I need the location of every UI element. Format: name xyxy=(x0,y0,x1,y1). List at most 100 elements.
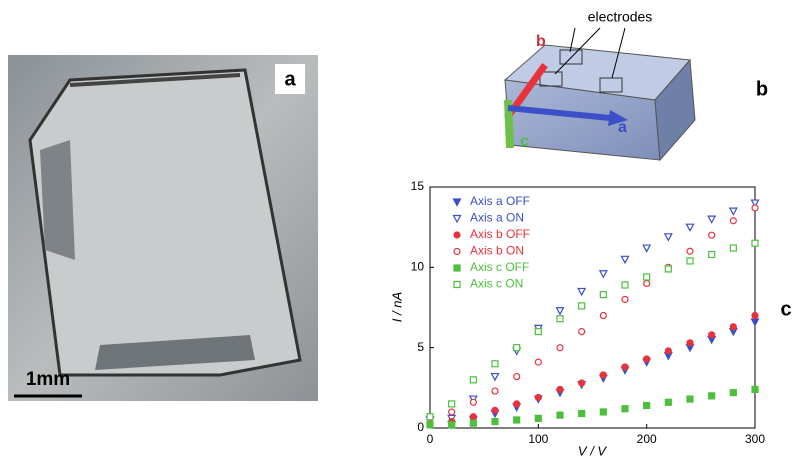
data-point xyxy=(752,313,758,319)
electrodes-label: electrodes xyxy=(588,9,653,25)
data-point xyxy=(687,396,693,402)
data-point xyxy=(449,422,455,428)
data-point xyxy=(557,386,563,392)
data-point xyxy=(687,340,693,346)
data-point xyxy=(600,372,606,378)
data-point xyxy=(730,208,737,215)
legend-label: Axis a ON xyxy=(470,211,524,225)
x-tick-label: 100 xyxy=(528,432,548,446)
x-axis-label: V / V xyxy=(578,443,608,458)
x-tick-label: 0 xyxy=(427,432,434,446)
data-point xyxy=(752,205,758,211)
data-point xyxy=(557,308,564,315)
data-point xyxy=(644,274,650,280)
data-point xyxy=(535,415,541,421)
data-point xyxy=(492,361,498,367)
data-point xyxy=(644,356,650,362)
data-point xyxy=(730,324,736,330)
data-point xyxy=(622,364,628,370)
legend-marker xyxy=(454,265,460,271)
data-point xyxy=(470,377,476,383)
diagram: electrodes b c a b xyxy=(505,9,768,160)
data-point xyxy=(665,234,672,241)
axis-label: b xyxy=(536,33,546,50)
y-tick-label: 10 xyxy=(411,260,425,274)
data-point xyxy=(687,248,693,254)
data-point xyxy=(709,393,715,399)
data-point xyxy=(557,345,563,351)
scale-bar-label: 1mm xyxy=(26,369,70,390)
data-point xyxy=(492,407,498,413)
legend-marker xyxy=(454,232,460,238)
data-point xyxy=(470,399,476,405)
panel-label: c xyxy=(780,298,791,320)
data-point xyxy=(514,417,520,423)
data-point xyxy=(622,256,629,263)
data-point xyxy=(730,390,736,396)
data-point xyxy=(514,401,520,407)
data-point xyxy=(644,403,650,409)
legend-label: Axis c OFF xyxy=(470,260,529,274)
y-tick-label: 5 xyxy=(417,340,424,354)
legend-label: Axis b OFF xyxy=(470,227,530,241)
data-point xyxy=(492,388,498,394)
data-point xyxy=(427,422,433,428)
data-point xyxy=(643,245,650,252)
data-point xyxy=(622,282,628,288)
data-point xyxy=(492,419,498,425)
data-point xyxy=(709,232,715,238)
data-point xyxy=(687,224,694,231)
data-point xyxy=(470,420,476,426)
data-point xyxy=(730,218,736,224)
data-point xyxy=(709,332,715,338)
data-point xyxy=(557,316,563,322)
data-point xyxy=(535,359,541,365)
data-point xyxy=(514,374,520,380)
y-tick-label: 0 xyxy=(417,420,424,434)
data-point xyxy=(579,411,585,417)
data-point xyxy=(449,401,455,407)
axis-label: a xyxy=(618,119,627,136)
data-point xyxy=(687,258,693,264)
data-point xyxy=(578,288,585,295)
axis-label: c xyxy=(520,133,529,150)
x-tick-label: 300 xyxy=(745,432,765,446)
legend-label: Axis c ON xyxy=(470,277,523,291)
data-point xyxy=(752,386,758,392)
legend-label: Axis a OFF xyxy=(470,194,530,208)
legend-label: Axis b ON xyxy=(470,244,524,258)
photo: a 1mm xyxy=(8,55,318,401)
chart: V / V I / nA 0 100 200 300 0 5 10 15 Axis a OFF A… xyxy=(389,179,765,458)
data-point xyxy=(665,399,671,405)
figure: a 1mm electrodes b c a b c V / V I / nA … xyxy=(0,0,803,466)
y-axis-label: I / nA xyxy=(389,292,404,322)
panel-label: b xyxy=(756,78,768,100)
data-point xyxy=(557,412,563,418)
panel-label: a xyxy=(284,68,296,90)
data-point xyxy=(600,271,607,278)
data-point xyxy=(427,414,433,420)
legend-marker xyxy=(454,282,460,288)
data-point xyxy=(600,292,606,298)
data-point xyxy=(514,345,520,351)
data-point xyxy=(622,296,628,302)
y-tick-label: 15 xyxy=(411,179,425,193)
data-point xyxy=(579,329,585,335)
data-point xyxy=(752,240,758,246)
data-point xyxy=(535,394,541,400)
data-point xyxy=(665,348,671,354)
data-point xyxy=(600,409,606,415)
data-point xyxy=(535,329,541,335)
data-point xyxy=(708,216,715,223)
x-tick-label: 200 xyxy=(637,432,657,446)
data-point xyxy=(579,303,585,309)
data-point xyxy=(644,280,650,286)
data-point xyxy=(622,406,628,412)
legend-marker xyxy=(454,216,461,223)
data-point xyxy=(449,409,455,415)
data-point xyxy=(709,251,715,257)
data-point xyxy=(730,245,736,251)
data-point xyxy=(752,319,759,326)
data-point xyxy=(665,266,671,272)
data-point xyxy=(600,313,606,319)
